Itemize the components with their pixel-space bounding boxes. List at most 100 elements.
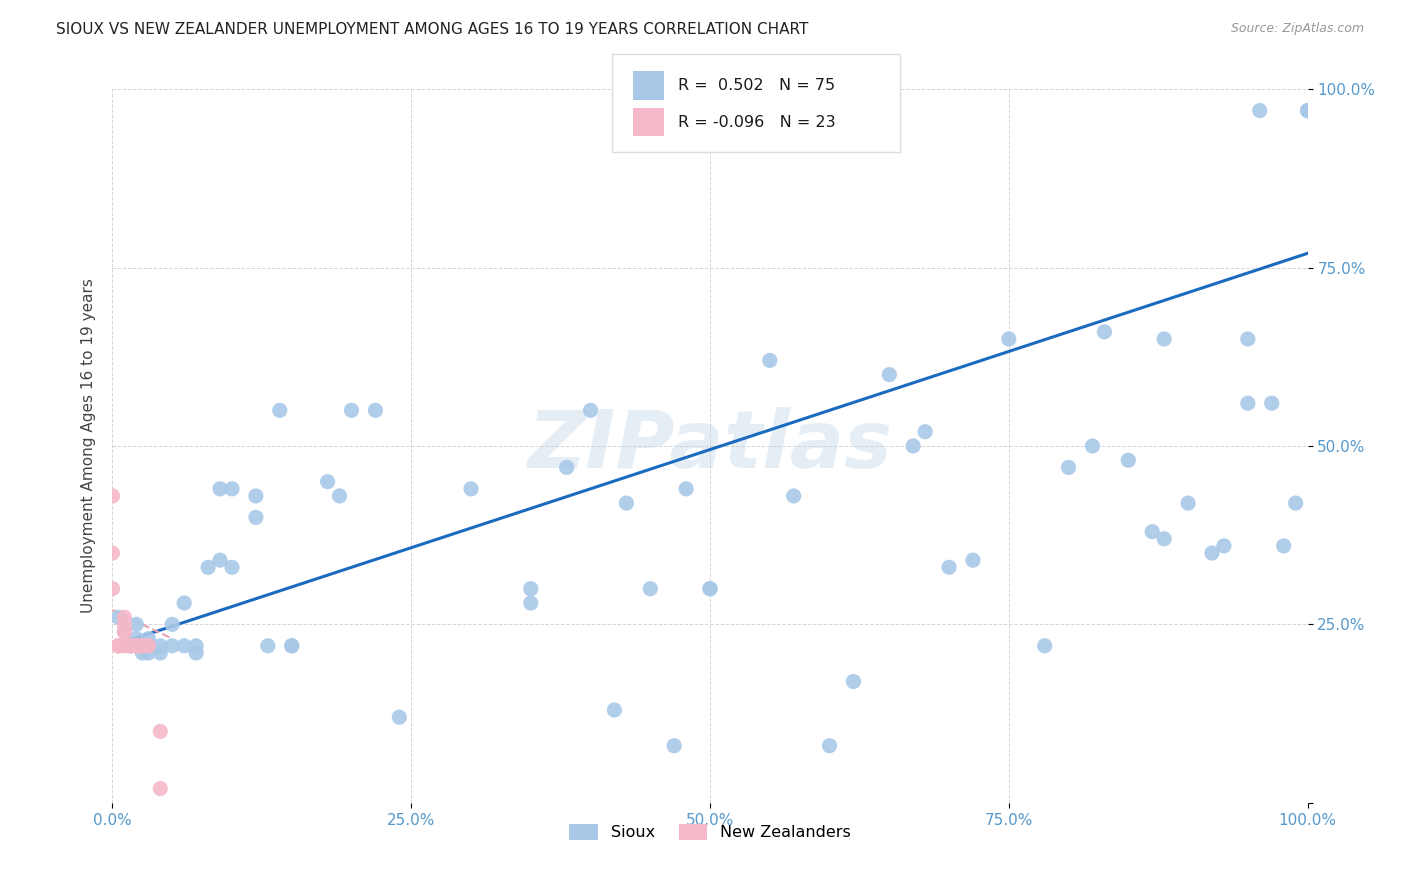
Point bbox=[120, 639, 142, 653]
Point bbox=[1177, 496, 1199, 510]
Point bbox=[131, 646, 153, 660]
Point bbox=[281, 639, 304, 653]
Point bbox=[131, 639, 153, 653]
Point bbox=[1285, 496, 1308, 510]
Text: ZIPatlas: ZIPatlas bbox=[527, 407, 893, 485]
Point bbox=[640, 582, 662, 596]
Point bbox=[209, 482, 232, 496]
Point bbox=[149, 724, 172, 739]
Point bbox=[120, 639, 142, 653]
Point bbox=[520, 596, 543, 610]
Point bbox=[107, 639, 129, 653]
Point bbox=[114, 624, 135, 639]
Point bbox=[281, 639, 304, 653]
Point bbox=[125, 639, 148, 653]
Point bbox=[555, 460, 578, 475]
Point bbox=[675, 482, 697, 496]
Point bbox=[579, 403, 602, 417]
Point bbox=[125, 639, 148, 653]
Point bbox=[107, 610, 129, 624]
Point bbox=[1081, 439, 1104, 453]
Point bbox=[257, 639, 280, 653]
Point bbox=[114, 610, 135, 624]
Point bbox=[759, 353, 782, 368]
Point bbox=[125, 639, 148, 653]
Point bbox=[101, 489, 124, 503]
Point bbox=[1272, 539, 1295, 553]
Point bbox=[1213, 539, 1236, 553]
Point bbox=[162, 639, 183, 653]
Point bbox=[245, 510, 267, 524]
Point bbox=[125, 632, 148, 646]
Point bbox=[1094, 325, 1116, 339]
Point bbox=[699, 582, 721, 596]
Point bbox=[914, 425, 936, 439]
Point bbox=[186, 646, 208, 660]
Point bbox=[1153, 332, 1175, 346]
Point bbox=[1057, 460, 1080, 475]
Point bbox=[699, 582, 721, 596]
Point bbox=[520, 582, 543, 596]
Point bbox=[1142, 524, 1164, 539]
Point bbox=[107, 639, 129, 653]
Point bbox=[114, 624, 135, 639]
Point bbox=[1237, 396, 1260, 410]
Point bbox=[149, 781, 172, 796]
Point bbox=[209, 553, 232, 567]
Text: SIOUX VS NEW ZEALANDER UNEMPLOYMENT AMONG AGES 16 TO 19 YEARS CORRELATION CHART: SIOUX VS NEW ZEALANDER UNEMPLOYMENT AMON… bbox=[56, 22, 808, 37]
Point bbox=[340, 403, 363, 417]
Point bbox=[114, 624, 135, 639]
Point bbox=[664, 739, 686, 753]
Point bbox=[842, 674, 865, 689]
Point bbox=[131, 639, 153, 653]
Point bbox=[186, 639, 208, 653]
Point bbox=[114, 639, 135, 653]
Point bbox=[120, 639, 142, 653]
Text: R =  0.502   N = 75: R = 0.502 N = 75 bbox=[678, 78, 835, 93]
Point bbox=[149, 639, 172, 653]
Point bbox=[101, 546, 124, 560]
Point bbox=[1296, 103, 1319, 118]
Point bbox=[603, 703, 626, 717]
Point bbox=[1033, 639, 1056, 653]
Point bbox=[316, 475, 339, 489]
Point bbox=[879, 368, 901, 382]
Point bbox=[818, 739, 841, 753]
Point bbox=[364, 403, 387, 417]
Point bbox=[162, 617, 183, 632]
Y-axis label: Unemployment Among Ages 16 to 19 years: Unemployment Among Ages 16 to 19 years bbox=[80, 278, 96, 614]
Point bbox=[125, 617, 148, 632]
Point bbox=[173, 596, 195, 610]
Point bbox=[998, 332, 1021, 346]
Point bbox=[114, 617, 135, 632]
Point bbox=[149, 646, 172, 660]
Legend: Sioux, New Zealanders: Sioux, New Zealanders bbox=[561, 816, 859, 848]
Point bbox=[1261, 396, 1284, 410]
Point bbox=[173, 639, 195, 653]
Point bbox=[962, 553, 984, 567]
Point bbox=[782, 489, 804, 503]
Point bbox=[1296, 103, 1319, 118]
Point bbox=[616, 496, 638, 510]
Point bbox=[101, 582, 124, 596]
Point bbox=[138, 639, 160, 653]
Text: R = -0.096   N = 23: R = -0.096 N = 23 bbox=[678, 115, 835, 129]
Point bbox=[1249, 103, 1271, 118]
Point bbox=[107, 639, 129, 653]
Text: Source: ZipAtlas.com: Source: ZipAtlas.com bbox=[1230, 22, 1364, 36]
Point bbox=[197, 560, 219, 574]
Point bbox=[221, 560, 243, 574]
Point bbox=[938, 560, 960, 574]
Point bbox=[221, 482, 243, 496]
Point bbox=[138, 639, 160, 653]
Point bbox=[1118, 453, 1140, 467]
Point bbox=[138, 646, 160, 660]
Point bbox=[329, 489, 352, 503]
Point bbox=[903, 439, 925, 453]
Point bbox=[269, 403, 291, 417]
Point bbox=[131, 639, 153, 653]
Point bbox=[138, 632, 160, 646]
Point bbox=[1201, 546, 1223, 560]
Point bbox=[245, 489, 267, 503]
Point bbox=[125, 639, 148, 653]
